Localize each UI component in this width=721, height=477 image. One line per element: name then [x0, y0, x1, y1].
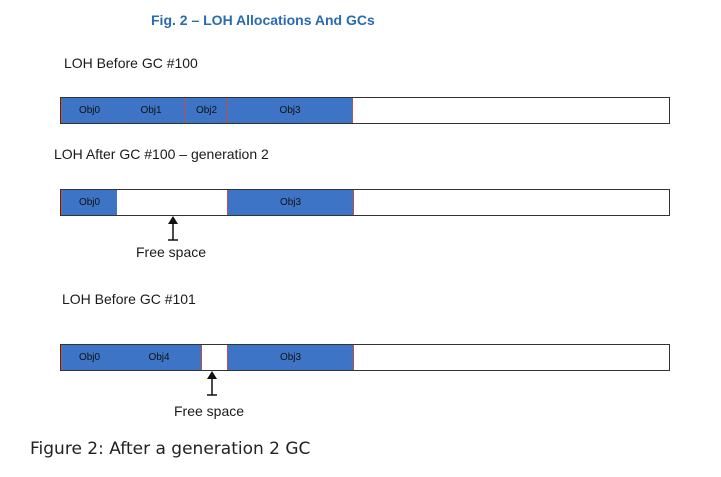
heap-segment-obj2: Obj2	[186, 98, 228, 123]
free-space-label: Free space	[136, 244, 207, 260]
heap-segment-obj3: Obj3	[228, 98, 353, 123]
row3-label: LOH Before GC #101	[62, 291, 196, 307]
heap-bar-row1: Obj0 Obj1 Obj2 Obj3	[60, 97, 670, 124]
heap-segment-obj3: Obj3	[227, 345, 354, 370]
free-space-arrow	[207, 371, 217, 396]
heap-segment-obj1: Obj1	[117, 98, 186, 123]
free-space-arrow	[168, 216, 178, 241]
free-space-label: Free space	[174, 403, 245, 419]
heap-free-space	[117, 190, 227, 215]
heap-bar-row2: Obj0 Obj3	[60, 189, 670, 216]
heap-segment-obj3: Obj3	[227, 190, 354, 215]
heap-segment-obj0: Obj0	[61, 98, 118, 123]
heap-segment-obj4: Obj4	[117, 345, 202, 370]
heap-segment-obj0: Obj0	[61, 190, 118, 215]
row2-label: LOH After GC #100 – generation 2	[54, 146, 269, 162]
heap-segment-obj0: Obj0	[61, 345, 118, 370]
heap-bar-row3: Obj0 Obj4 Obj3	[60, 344, 670, 371]
figure-title: Fig. 2 – LOH Allocations And GCs	[151, 12, 375, 28]
figure-caption: Figure 2: After a generation 2 GC	[30, 439, 311, 459]
row1-label: LOH Before GC #100	[64, 55, 198, 71]
heap-free-space	[202, 345, 227, 370]
